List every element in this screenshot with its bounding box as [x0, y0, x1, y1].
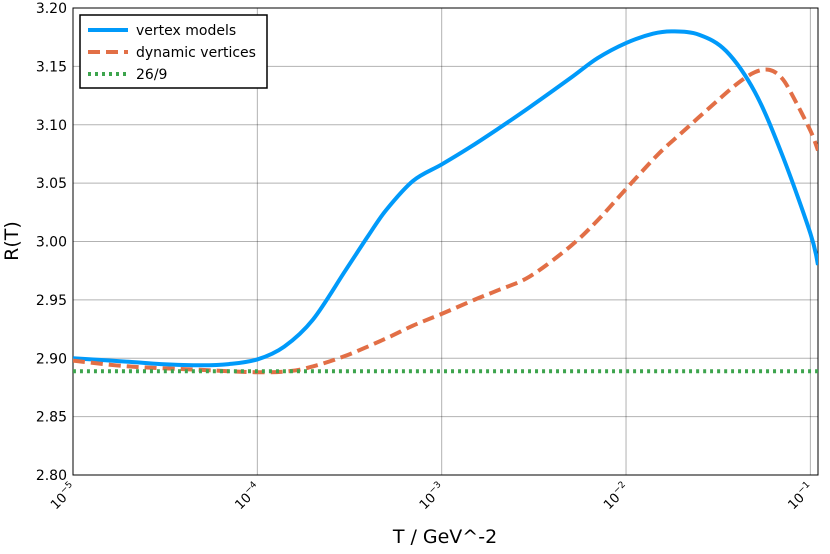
svg-text:10−5: 10−5 — [47, 480, 80, 513]
legend-label-vertex-models: vertex models — [136, 23, 236, 39]
series-line-dynamic-vertices — [73, 67, 818, 375]
x-tick-label: 10−5 — [47, 480, 80, 513]
plot-frame — [72, 7, 819, 476]
series-line-vertex-models — [73, 29, 818, 368]
legend-label-26-9: 26/9 — [136, 67, 167, 83]
y-tick-label: 3.10 — [36, 118, 67, 134]
legend: vertex models dynamic vertices 26/9 — [79, 14, 268, 89]
y-axis-title: R(T) — [1, 221, 23, 261]
y-tick-label: 2.95 — [36, 293, 67, 309]
legend-label-dynamic-vertices: dynamic vertices — [136, 45, 256, 61]
x-tick-label: 10−3 — [415, 480, 448, 513]
x-tick-label: 10−4 — [231, 480, 264, 513]
svg-text:10−2: 10−2 — [600, 480, 633, 513]
y-tick-label: 2.90 — [36, 351, 67, 367]
x-tick-label: 10−1 — [784, 480, 817, 513]
y-tick-label: 3.00 — [36, 235, 67, 251]
y-tick-label: 2.85 — [36, 410, 67, 426]
y-tick-label: 2.80 — [36, 468, 67, 484]
y-tick-label: 3.05 — [36, 176, 67, 192]
x-axis-title: T / GeV^-2 — [392, 526, 497, 548]
svg-text:10−4: 10−4 — [231, 480, 264, 513]
svg-text:10−3: 10−3 — [415, 480, 448, 513]
x-tick-label: 10−2 — [600, 480, 633, 513]
y-tick-label: 3.15 — [36, 59, 67, 75]
series-lines — [73, 29, 818, 375]
y-tick-label: 3.20 — [36, 1, 67, 17]
svg-text:10−1: 10−1 — [784, 480, 817, 513]
